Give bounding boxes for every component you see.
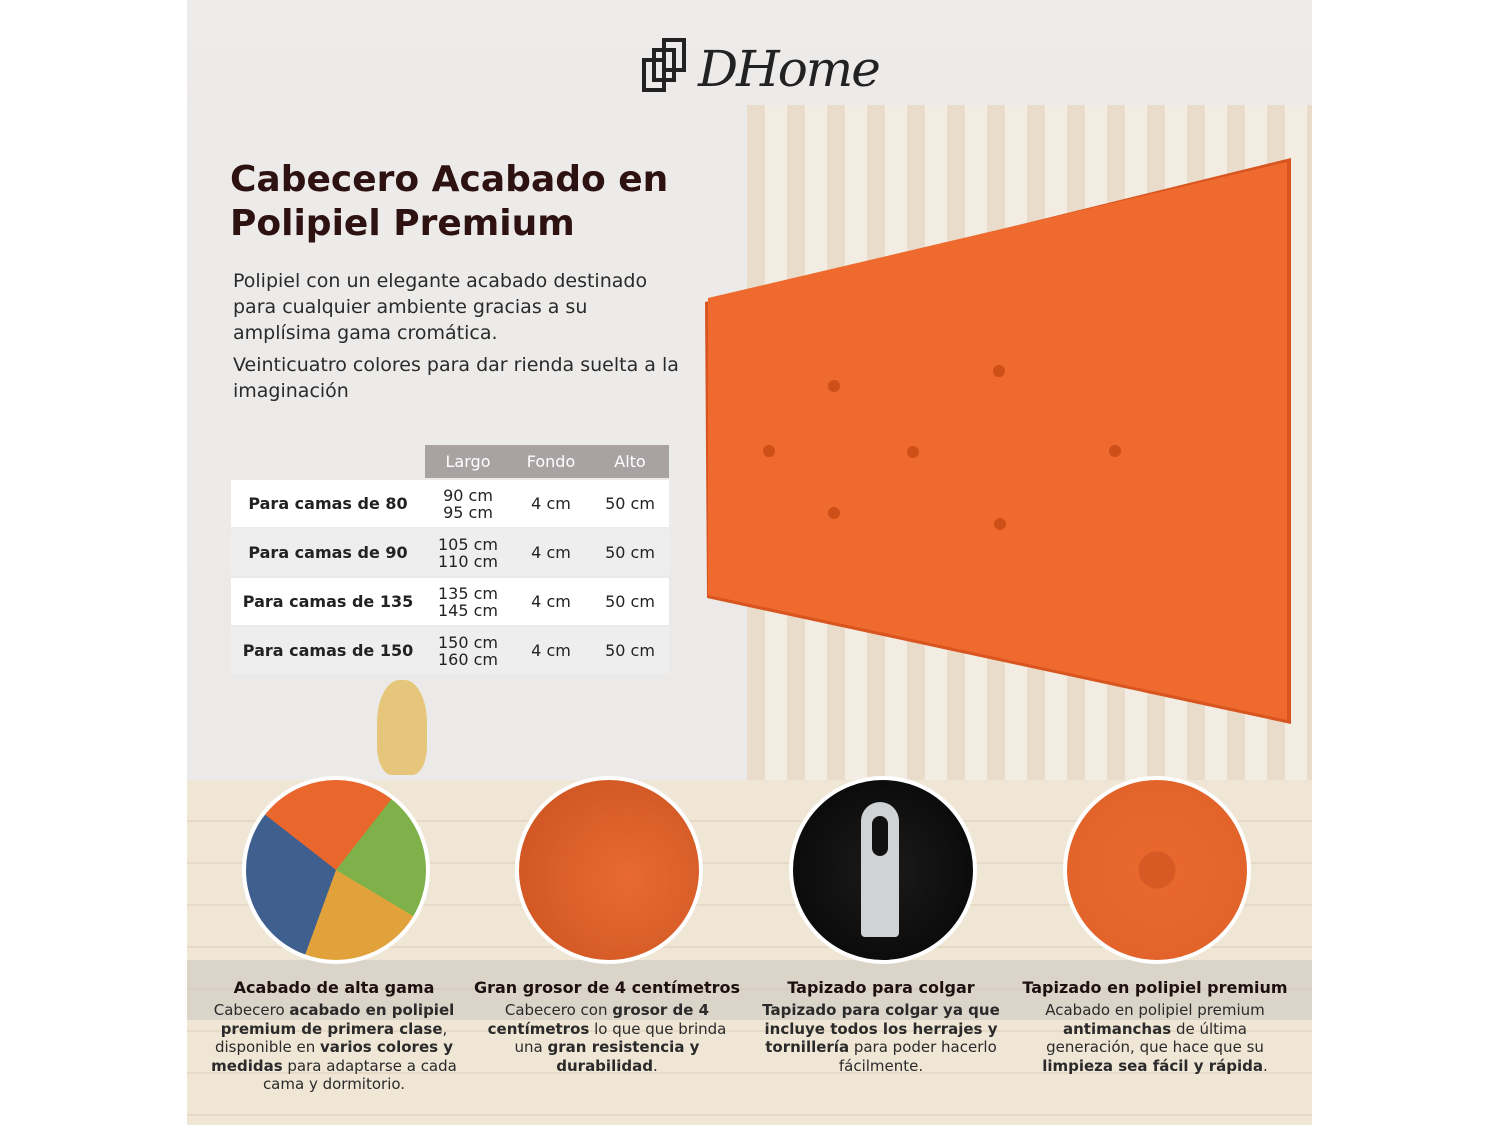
row-label: Para camas de 150 (231, 627, 425, 674)
tufting-button (828, 380, 840, 392)
cell-alto: 50 cm (591, 627, 669, 674)
largo-value: 145 cm (437, 600, 498, 620)
largo-value: 90 cm (443, 485, 493, 505)
largo-value: 160 cm (437, 649, 498, 669)
description-segment: para poder hacerlo fácilmente. (838, 1038, 997, 1075)
size-table: Largo Fondo Alto Para camas de 80 90 cm 9… (231, 443, 669, 676)
tufting-button (907, 446, 919, 458)
description-segment: Cabecero con (504, 1001, 613, 1019)
headboard-edge-icon (515, 776, 703, 964)
feature-description: Acabado en polipiel premium antimanchas … (1020, 1001, 1290, 1075)
tufting-button (993, 365, 1005, 377)
feature-description: Cabecero con grosor de 4 centímetros lo … (472, 1001, 742, 1075)
description-segment: gran resistencia y durabilidad (547, 1038, 700, 1075)
headboard-image (705, 158, 1291, 724)
cell-largo: 90 cm 95 cm (425, 480, 511, 527)
cell-fondo: 4 cm (511, 578, 591, 625)
feature-block: Tapizado para colgar Tapizado para colgar… (746, 978, 1016, 1075)
description-segment: de última generación, que hace que su (1046, 1019, 1264, 1057)
description-segment: varios colores y medidas (211, 1038, 454, 1075)
table-row: Para camas de 90 105 cm 110 cm 4 cm 50 cm (231, 529, 669, 576)
cell-fondo: 4 cm (511, 480, 591, 527)
description-segment: para adaptarse a cada cama y dormitorio. (262, 1056, 457, 1094)
color-swatches-icon (242, 776, 430, 964)
feature-title: Acabado de alta gama (233, 978, 435, 997)
row-label: Para camas de 135 (231, 578, 425, 625)
button-tufting-icon (1063, 776, 1251, 964)
largo-value: 150 cm (437, 632, 498, 652)
description-segment: lo que que brinda una (514, 1019, 727, 1057)
page-title: Cabecero Acabado en Polipiel Premium (230, 159, 669, 244)
tufting-button (763, 445, 775, 457)
description-segment: limpieza sea fácil y rápida (1042, 1056, 1263, 1075)
column-header: Alto (591, 445, 669, 478)
largo-value: 105 cm (437, 534, 498, 554)
cell-largo: 105 cm 110 cm (425, 529, 511, 576)
largo-value: 95 cm (443, 502, 493, 522)
feature-description: Tapizado para colgar ya que incluye todo… (746, 1001, 1016, 1075)
cell-largo: 135 cm 145 cm (425, 578, 511, 625)
description-segment: acabado en polipiel premium de primera c… (220, 1001, 455, 1038)
table-row: Para camas de 135 135 cm 145 cm 4 cm 50 c… (231, 578, 669, 625)
table-row: Para camas de 150 150 cm 160 cm 4 cm 50 c… (231, 627, 669, 674)
column-header: Fondo (511, 445, 591, 478)
cell-alto: 50 cm (591, 480, 669, 527)
brand-name: DHome (698, 40, 881, 98)
feature-title: Tapizado para colgar (787, 978, 975, 997)
brand-logo: DHome (642, 38, 881, 100)
largo-value: 135 cm (437, 583, 498, 603)
description-segment: . (1263, 1056, 1268, 1075)
description-segment: Cabecero (213, 1001, 290, 1019)
description-segment: . (652, 1056, 658, 1075)
row-label: Para camas de 80 (231, 480, 425, 527)
tufting-button (828, 507, 840, 519)
intro-paragraph: Veinticuatro colores para dar rienda sue… (233, 354, 679, 402)
cell-fondo: 4 cm (511, 627, 591, 674)
intro-paragraph: Polipiel con un elegante acabado destina… (233, 270, 648, 344)
column-header: Largo (425, 445, 511, 478)
largo-value: 110 cm (437, 551, 498, 571)
description-segment: Tapizado para colgar ya que incluye todo… (762, 1001, 1000, 1056)
feature-block: Gran grosor de 4 centímetros Cabecero con… (472, 978, 742, 1075)
feature-title: Gran grosor de 4 centímetros (473, 978, 741, 997)
feature-block: Acabado de alta gama Cabecero acabado en … (199, 978, 469, 1094)
cell-alto: 50 cm (591, 578, 669, 625)
cell-fondo: 4 cm (511, 529, 591, 576)
cell-alto: 50 cm (591, 529, 669, 576)
bracket-shape (861, 802, 899, 937)
hanging-bracket-icon (789, 776, 977, 964)
description-segment: Acabado en polipiel premium (1045, 1001, 1265, 1019)
product-infographic: DHome Cabecero Acabado en Polipiel Premi… (187, 0, 1312, 1125)
description-segment: , disponible en (214, 1019, 448, 1057)
tufting-button (1109, 445, 1121, 457)
feature-block: Tapizado en polipiel premium Acabado en p… (1020, 978, 1290, 1075)
cell-largo: 150 cm 160 cm (425, 627, 511, 674)
headboard-front (708, 162, 1287, 720)
feature-title: Tapizado en polipiel premium (1022, 978, 1288, 997)
feature-description: Cabecero acabado en polipiel premium de … (199, 1001, 469, 1094)
description-segment: antimanchas (1063, 1019, 1172, 1038)
description-segment: grosor de 4 centímetros (487, 1001, 710, 1038)
tufting-button (994, 518, 1006, 530)
logo-squares-icon (642, 38, 688, 100)
intro-text: Polipiel con un elegante acabado destina… (233, 268, 683, 410)
table-row: Para camas de 80 90 cm 95 cm 4 cm 50 cm (231, 480, 669, 527)
vase-image (377, 680, 427, 775)
background-rug (187, 960, 1312, 1020)
row-label: Para camas de 90 (231, 529, 425, 576)
